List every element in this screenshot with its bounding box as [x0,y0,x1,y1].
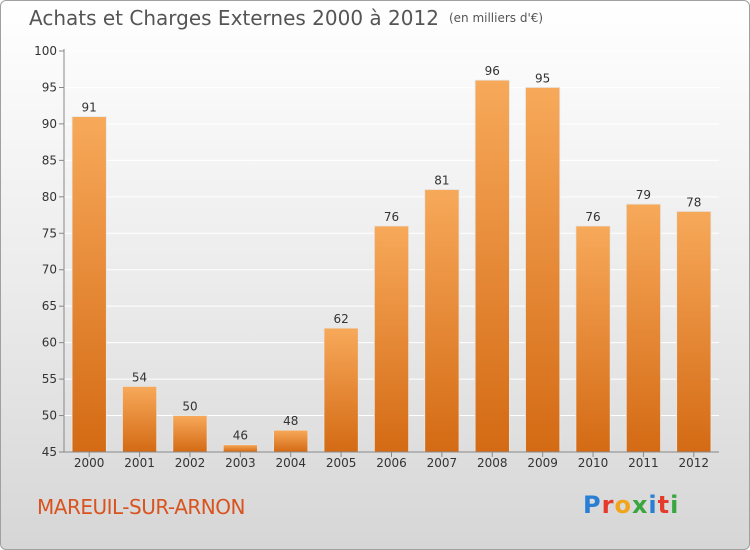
logo-letter: o [614,491,632,519]
bars: 91 54 50 46 48 62 76 81 96 95 76 79 78 [71,64,712,453]
y-tick-label: 70 [42,263,57,277]
chart-title: Achats et Charges Externes 2000 à 2012 (e… [29,6,543,30]
bar-2008 [474,79,510,453]
logo-letter: i [670,491,680,519]
value-label: 62 [333,312,348,326]
y-tick-label: 75 [42,226,57,240]
value-label: 96 [485,64,500,78]
x-tick-label: 2010 [578,456,609,470]
value-label: 91 [82,101,97,115]
y-tick-label: 95 [42,80,57,94]
bar-2007 [424,189,460,453]
value-label: 78 [686,195,701,209]
x-tick-label: 2004 [275,456,306,470]
y-tick-label: 85 [42,153,57,167]
y-tick-label: 45 [42,445,57,459]
x-tick-label: 2005 [326,456,357,470]
unit-label: (en milliers d'€) [448,11,544,25]
proxiti-logo: Proxiti [583,491,679,519]
x-tick-label: 2002 [175,456,206,470]
bar-2011 [625,203,661,453]
value-label: 81 [434,174,449,188]
y-tick-label: 80 [42,190,57,204]
bar-2010 [575,225,611,453]
value-label: 76 [585,210,600,224]
logo-letter: x [631,491,649,519]
x-tick-label: 2007 [427,456,458,470]
x-tick-label: 2000 [74,456,105,470]
x-tick-label: 2001 [124,456,155,470]
bar-2012 [676,210,712,453]
x-tick-label: 2003 [225,456,256,470]
y-tick-label: 90 [42,117,57,131]
bar-2003 [222,444,258,453]
x-tick-label: 2009 [527,456,558,470]
bar-2009 [525,87,561,453]
title-text: Achats et Charges Externes 2000 à 2012 [29,6,439,30]
value-label: 54 [132,370,147,384]
value-label: 76 [384,210,399,224]
value-label: 95 [535,71,550,85]
y-tick-label: 65 [42,299,57,313]
x-tick-label: 2012 [679,456,710,470]
axes: 45 50 55 60 65 70 75 80 85 90 95 100 2000 2001 2002 200… [34,44,719,470]
logo-letter: r [601,491,615,519]
logo-letter: t [657,491,671,519]
logo-letter: P [583,491,602,519]
bar-2000 [71,116,107,453]
value-label: 50 [182,400,197,414]
value-label: 48 [283,414,298,428]
value-label: 46 [233,429,248,443]
x-tick-label: 2006 [376,456,407,470]
bar-2002 [172,415,208,453]
y-tick-label: 60 [42,336,57,350]
bar-2005 [323,327,359,453]
bar-2001 [122,385,158,453]
x-tick-label: 2008 [477,456,508,470]
bar-2004 [273,429,309,453]
commune-name: MAREUIL-SUR-ARNON [37,495,245,519]
y-tick-label: 55 [42,372,57,386]
y-tick-label: 50 [42,409,57,423]
y-tick-label: 100 [34,44,57,58]
bar-2006 [373,225,410,453]
x-tick-label: 2011 [628,456,659,470]
logo-letter: i [648,491,658,519]
value-label: 79 [636,188,651,202]
